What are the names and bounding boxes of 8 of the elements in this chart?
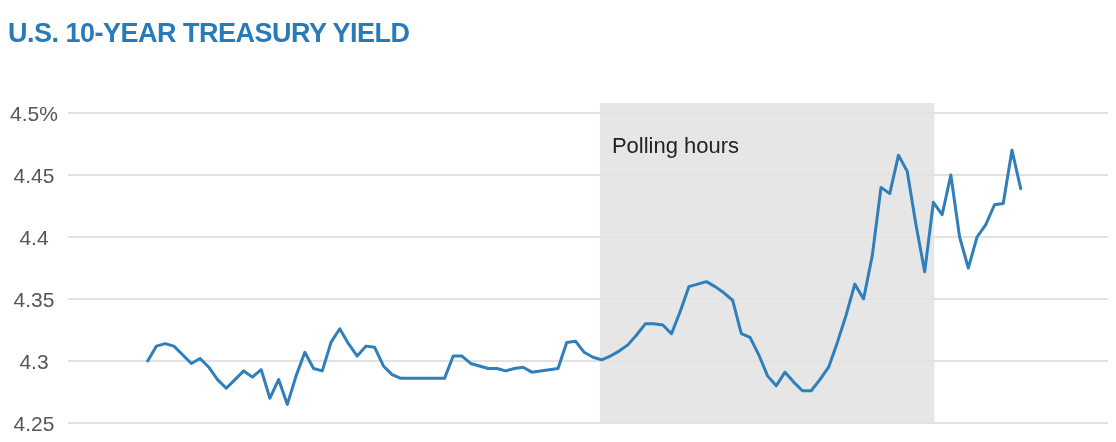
y-tick-label: 4.25 — [13, 411, 55, 435]
chart-title: U.S. 10-YEAR TREASURY YIELD — [8, 18, 410, 48]
annotation: Polling hours — [611, 133, 740, 158]
y-tick-label: 4.4 — [19, 225, 49, 249]
y-tick-label: 4.3 — [19, 349, 49, 373]
y-tick-label: 4.35 — [13, 287, 55, 311]
y-tick-label: 4.5% — [10, 101, 58, 125]
y-tick-label: 4.45 — [13, 163, 55, 187]
